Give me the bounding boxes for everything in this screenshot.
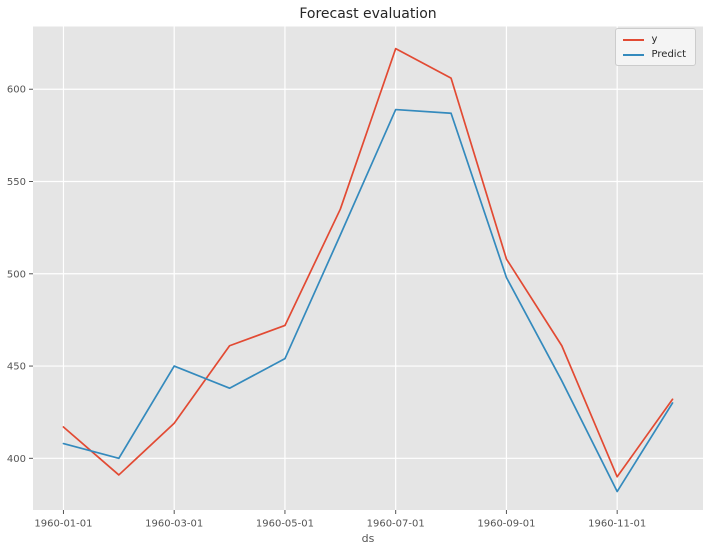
x-tick-label: 1960-03-01 <box>145 519 203 530</box>
x-tick-label: 1960-11-01 <box>588 519 646 530</box>
x-tick-label: 1960-05-01 <box>256 519 314 530</box>
x-tick-label: 1960-07-01 <box>367 519 425 530</box>
y-tick-label: 500 <box>7 269 26 280</box>
x-axis-label: ds <box>361 532 375 545</box>
series-line-y <box>62 47 674 478</box>
legend-item-predict: Predict <box>622 49 686 60</box>
y-tick-label: 550 <box>7 177 26 188</box>
plot-area <box>33 26 703 510</box>
chart-title: Forecast evaluation <box>299 6 437 22</box>
legend: y Predict <box>614 28 696 66</box>
x-tick-label: 1960-01-01 <box>34 519 92 530</box>
series-line-predict <box>62 108 674 493</box>
y-tick-label: 450 <box>7 362 26 373</box>
legend-item-y: y <box>622 34 686 45</box>
legend-swatch-y <box>622 38 644 41</box>
y-tick-label: 600 <box>7 85 26 96</box>
legend-label-predict: Predict <box>651 49 686 60</box>
legend-label-y: y <box>651 34 658 45</box>
x-tick-label: 1960-09-01 <box>477 519 535 530</box>
y-tick-label: 400 <box>7 454 26 465</box>
legend-swatch-predict <box>622 53 644 56</box>
